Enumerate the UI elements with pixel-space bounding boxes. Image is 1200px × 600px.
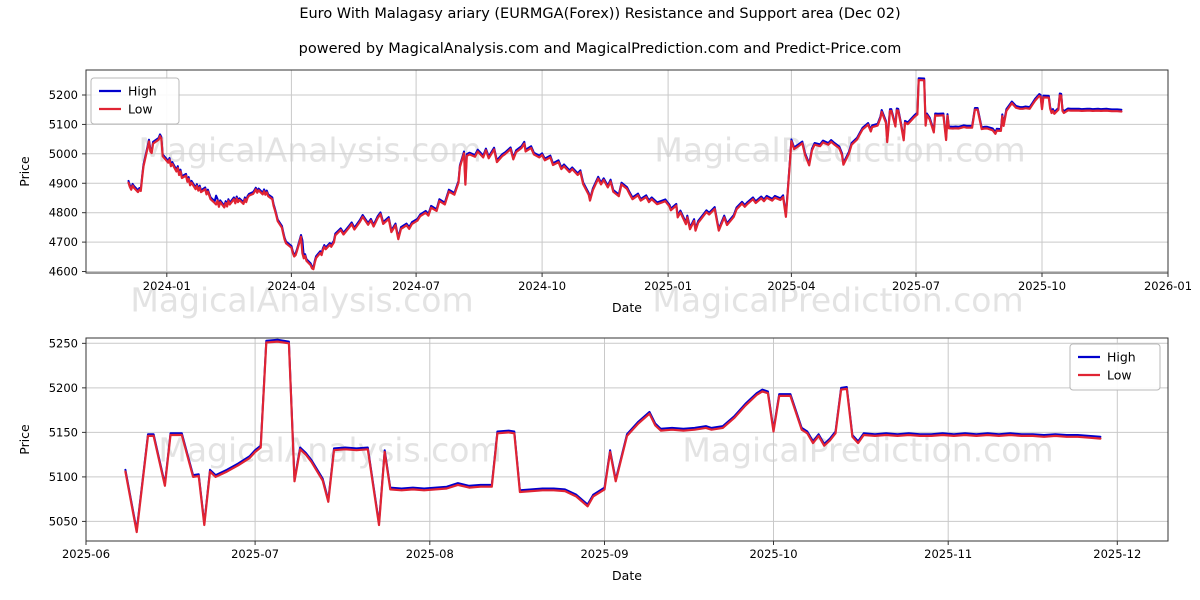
watermark-text: MagicalAnalysis.com <box>158 431 501 470</box>
legend-low-label: Low <box>1107 368 1132 383</box>
y-tick-label: 5100 <box>49 470 78 484</box>
y-tick-label: 5100 <box>49 117 78 131</box>
y-tick-label: 4900 <box>49 176 78 190</box>
x-tick-label: 2025-04 <box>767 279 815 293</box>
x-tick-label: 2025-12 <box>1093 547 1141 561</box>
x-axis-label: Date <box>612 568 642 583</box>
legend-box <box>90 77 180 125</box>
low-series-line <box>127 78 1123 271</box>
watermark-text: MagicalAnalysis.com <box>138 131 481 170</box>
x-tick-label: 2025-09 <box>580 547 628 561</box>
legend-low-label: Low <box>128 102 153 117</box>
grid <box>86 70 1169 273</box>
x-tick-label: 2025-07 <box>892 279 940 293</box>
x-tick-label: 2024-07 <box>392 279 440 293</box>
x-tick-label: 2025-07 <box>231 547 279 561</box>
x-tick-label: 2024-04 <box>267 279 315 293</box>
legend-box <box>1069 343 1161 391</box>
y-tick-label: 5250 <box>49 336 78 350</box>
x-tick-label: 2024-01 <box>143 279 191 293</box>
y-tick-label: 5000 <box>49 147 78 161</box>
y-tick-label: 5200 <box>49 88 78 102</box>
y-tick-label: 5150 <box>49 425 78 439</box>
x-tick-label: 2025-10 <box>1018 279 1066 293</box>
y-axis-label: Price <box>17 424 32 455</box>
low-series-line <box>124 340 1102 534</box>
high-series-line <box>127 77 1123 269</box>
y-tick-label: 4600 <box>49 265 78 279</box>
watermark-text: MagicalAnalysis.com <box>130 281 473 320</box>
x-tick-label: 2025-10 <box>749 547 797 561</box>
plot-border <box>85 337 1169 542</box>
y-tick-label: 4800 <box>49 206 78 220</box>
watermark-text: MagicalPrediction.com <box>652 281 1023 320</box>
y-tick-label: 5200 <box>49 381 78 395</box>
x-axis-label: Date <box>612 300 642 315</box>
figure-title: Euro With Malagasy ariary (EURMGA(Forex)… <box>299 6 901 22</box>
x-tick-label: 2025-01 <box>644 279 692 293</box>
y-tick-label: 5050 <box>49 514 78 528</box>
legend-high-label: High <box>128 84 157 99</box>
x-tick-label: 2026-01 <box>1144 279 1192 293</box>
y-axis-label: Price <box>17 156 32 187</box>
y-tick-label: 4700 <box>49 235 78 249</box>
legend-high-label: High <box>1107 350 1136 365</box>
x-tick-label: 2024-10 <box>518 279 566 293</box>
x-tick-label: 2025-11 <box>924 547 972 561</box>
figure-subtitle: powered by MagicalAnalysis.com and Magic… <box>298 41 902 57</box>
plot-border <box>85 69 1169 274</box>
watermark-text: MagicalPrediction.com <box>682 431 1053 470</box>
x-tick-label: 2025-08 <box>406 547 454 561</box>
x-tick-label: 2025-06 <box>62 547 110 561</box>
